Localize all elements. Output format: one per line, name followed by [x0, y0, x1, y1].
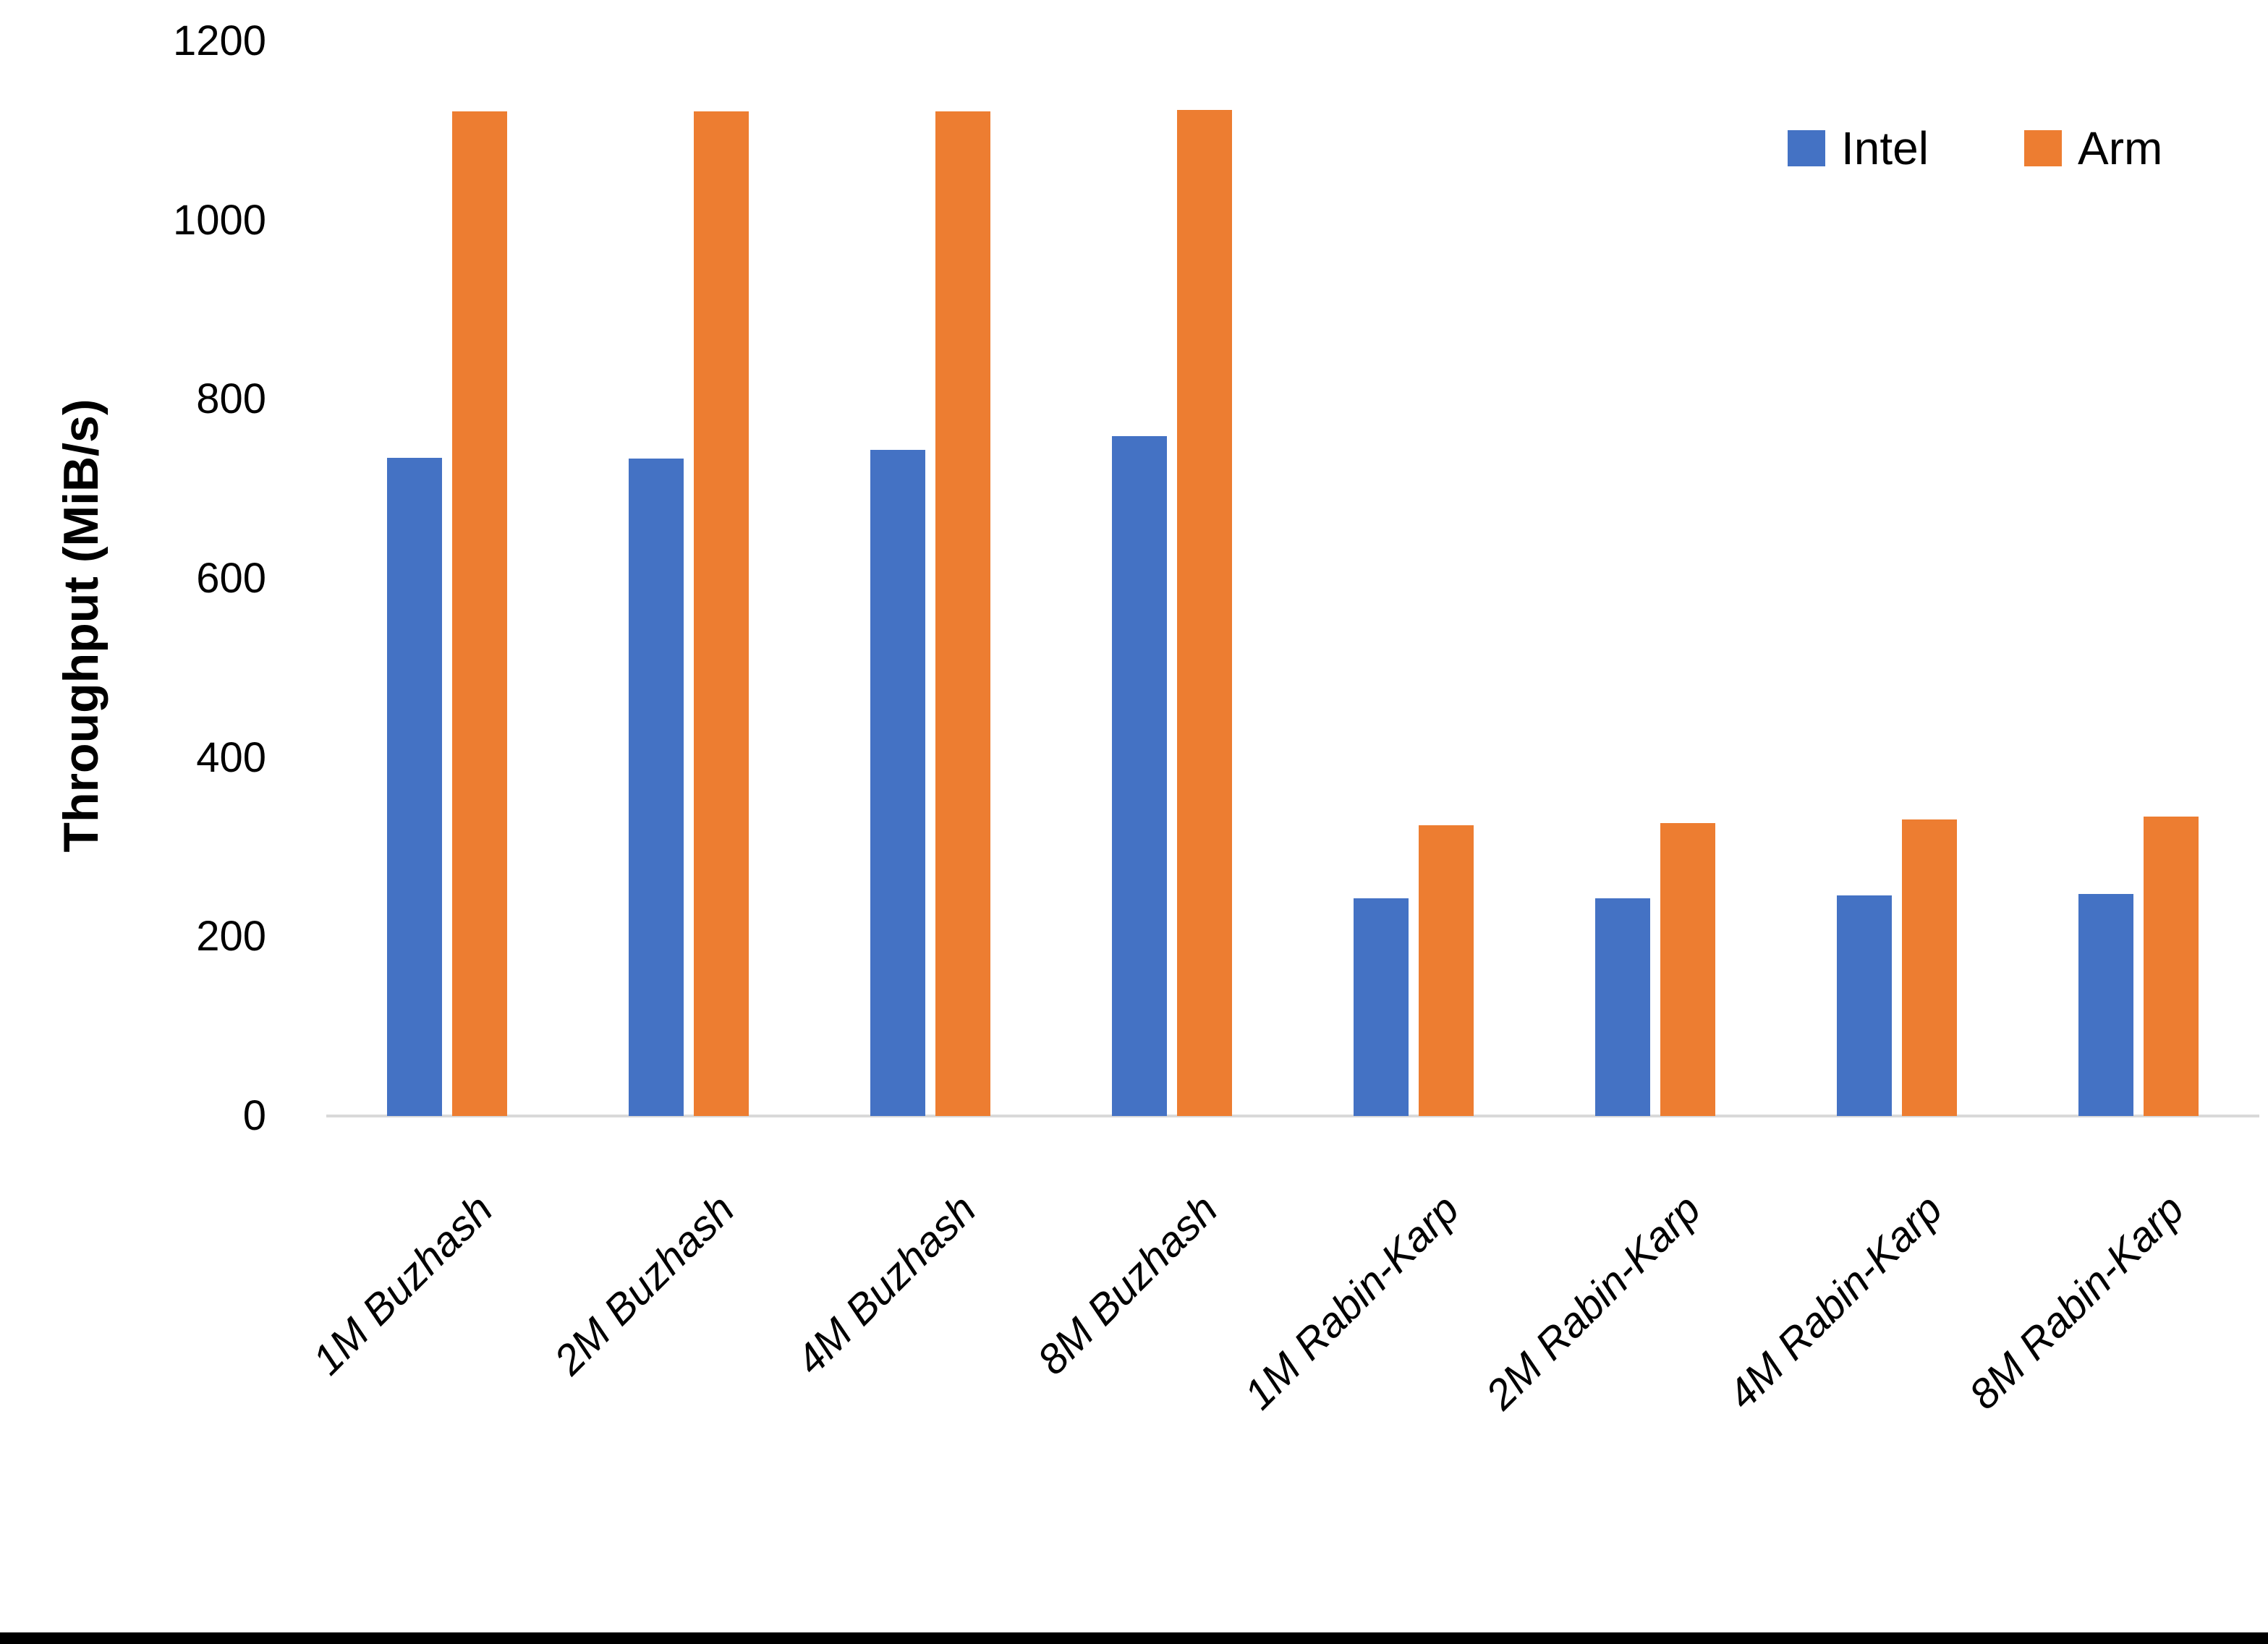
bar-arm-1	[452, 111, 507, 1116]
bar-intel-1	[387, 458, 442, 1116]
x-label-5: 1M Rabin-Karp	[1235, 1185, 1469, 1419]
bar-arm-6	[1660, 823, 1715, 1116]
bar-intel-6	[1595, 898, 1650, 1116]
bar-intel-8	[2078, 894, 2133, 1116]
bar-intel-3	[870, 450, 925, 1116]
legend-label-arm: Arm	[2078, 122, 2163, 174]
bar-arm-5	[1419, 825, 1474, 1116]
bar-arm-8	[2144, 817, 2199, 1116]
bar-arm-7	[1902, 819, 1957, 1116]
y-tick-label-200: 200	[196, 913, 266, 961]
y-tick-label-1000: 1000	[172, 196, 266, 244]
x-label-2: 2M Buzhash	[545, 1185, 744, 1384]
bar-arm-4	[1177, 110, 1232, 1116]
legend-label-intel: Intel	[1841, 122, 1929, 174]
x-label-4: 8M Buzhash	[1028, 1185, 1227, 1384]
x-label-1: 1M Buzhash	[303, 1185, 502, 1384]
y-axis-title: Throughput (MiB/s)	[54, 399, 109, 853]
legend-swatch-arm	[2024, 130, 2062, 166]
bar-intel-7	[1837, 895, 1892, 1116]
bar-arm-2	[694, 111, 749, 1116]
x-label-8: 8M Rabin-Karp	[1960, 1185, 2193, 1419]
y-tick-label-400: 400	[196, 733, 266, 781]
y-tick-label-600: 600	[196, 555, 266, 602]
y-tick-label-800: 800	[196, 375, 266, 423]
y-tick-label-1200: 1200	[172, 17, 266, 64]
bar-intel-5	[1354, 898, 1409, 1116]
x-label-3: 4M Buzhash	[786, 1185, 985, 1384]
x-label-7: 4M Rabin-Karp	[1718, 1185, 1952, 1419]
y-tick-label-0: 0	[242, 1092, 266, 1139]
x-axis-line	[326, 1115, 2259, 1117]
bar-intel-4	[1112, 436, 1167, 1116]
legend-swatch-intel	[1788, 130, 1825, 166]
bottom-border	[0, 1632, 2268, 1644]
bar-intel-2	[629, 459, 684, 1116]
bar-arm-3	[935, 111, 990, 1116]
x-label-6: 2M Rabin-Karp	[1477, 1185, 1710, 1419]
